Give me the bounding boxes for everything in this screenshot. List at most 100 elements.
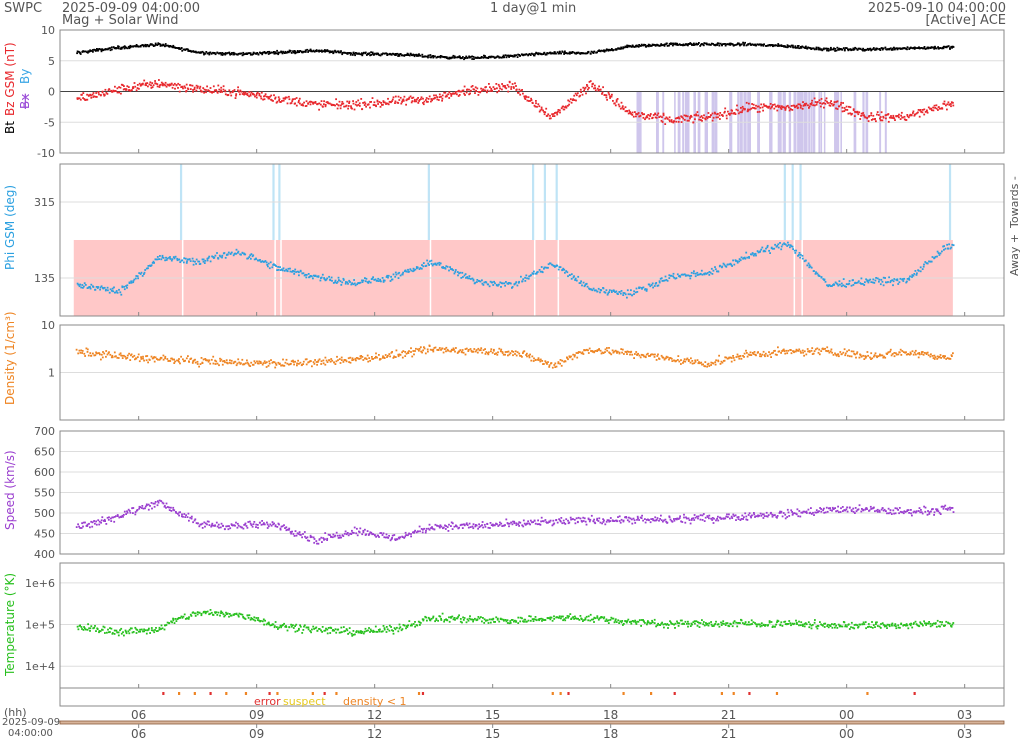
bt-point (909, 46, 912, 49)
speed-point (628, 520, 631, 523)
bz-point (491, 90, 493, 92)
bz-point (906, 114, 909, 116)
phi-point (188, 258, 191, 260)
phi-point (892, 284, 894, 287)
bz-point (569, 98, 572, 100)
bz-point (281, 100, 283, 102)
density-point (153, 360, 156, 363)
bz-point (932, 106, 934, 109)
density-point (320, 363, 323, 365)
bz-point (593, 84, 596, 87)
speed-point (381, 534, 384, 536)
density-point (234, 360, 237, 363)
bt-point (689, 42, 692, 44)
bt-point (452, 54, 455, 57)
bt-point (607, 49, 610, 52)
bz-point (942, 102, 945, 105)
speed-point (688, 519, 691, 521)
speed-point (257, 526, 259, 529)
phi-point (323, 277, 325, 279)
bz-point (145, 84, 147, 87)
phi-point (166, 257, 169, 260)
density-point (388, 353, 391, 355)
speed-point (536, 523, 539, 526)
bz-point (248, 95, 250, 98)
bt-point (379, 54, 382, 57)
speed-point (442, 526, 445, 529)
phi-point (526, 277, 528, 280)
phi-point (76, 282, 79, 285)
bt-point (249, 53, 252, 56)
speed-point (874, 510, 876, 513)
bz-point (682, 117, 685, 120)
speed-point (788, 515, 791, 517)
phi-point (608, 289, 611, 292)
speed-point (495, 522, 497, 525)
bt-point (744, 41, 746, 44)
speed-point (748, 512, 751, 515)
phi-point (305, 276, 308, 279)
speed-point (308, 539, 311, 542)
bz-point (648, 117, 651, 120)
bz-point (480, 87, 482, 90)
speed-point (606, 519, 609, 522)
phi-point (394, 271, 397, 274)
density-point (936, 355, 939, 358)
speed-point (805, 512, 808, 514)
bt-point (502, 54, 505, 57)
density-point (780, 352, 782, 354)
speed-point (850, 510, 853, 512)
phi-point (911, 276, 913, 278)
phi-point (123, 288, 126, 291)
phi-point (342, 279, 345, 281)
density-point (521, 355, 523, 358)
density-point (415, 347, 417, 350)
speed-point (644, 521, 647, 524)
phi-point (739, 259, 742, 262)
speed-point (103, 518, 106, 521)
bz-point (760, 103, 763, 106)
density-point (536, 358, 539, 361)
bz-point (269, 95, 271, 98)
bt-point (702, 44, 705, 47)
speed-point (229, 527, 232, 530)
bz-point (547, 113, 550, 116)
bz-point (98, 93, 100, 96)
density-point (433, 347, 436, 349)
phi-point (289, 270, 292, 273)
speed-point (641, 514, 643, 517)
bz-point (515, 88, 518, 91)
phi-point (709, 271, 712, 274)
bt-point (134, 45, 136, 47)
phi-point (302, 272, 305, 275)
phi-point (951, 243, 954, 246)
density-point (78, 349, 81, 352)
bt-point (205, 51, 208, 53)
org-label: SWPC (4, 1, 43, 16)
speed-point (574, 522, 577, 525)
bt-point (475, 57, 478, 59)
density-point (764, 355, 766, 358)
speed-point (358, 531, 361, 534)
speed-point (797, 515, 800, 518)
speed-point (389, 539, 392, 542)
phi-point (181, 259, 184, 262)
bz-point (224, 89, 227, 92)
bz-point (243, 92, 246, 95)
density-point (879, 353, 881, 356)
phi-point (211, 255, 213, 258)
bt-point (497, 55, 500, 58)
speed-point (82, 521, 85, 524)
speed-point (164, 505, 166, 507)
bt-point (347, 52, 349, 54)
bz-point (616, 98, 619, 100)
bt-point (209, 51, 212, 54)
bt-point (239, 52, 242, 55)
phi-point (580, 280, 582, 283)
speed-point (556, 521, 559, 524)
density-point (933, 354, 936, 357)
density-point (753, 351, 756, 353)
bz-point (111, 91, 114, 93)
speed-point (741, 514, 744, 517)
phi-point (126, 286, 128, 289)
